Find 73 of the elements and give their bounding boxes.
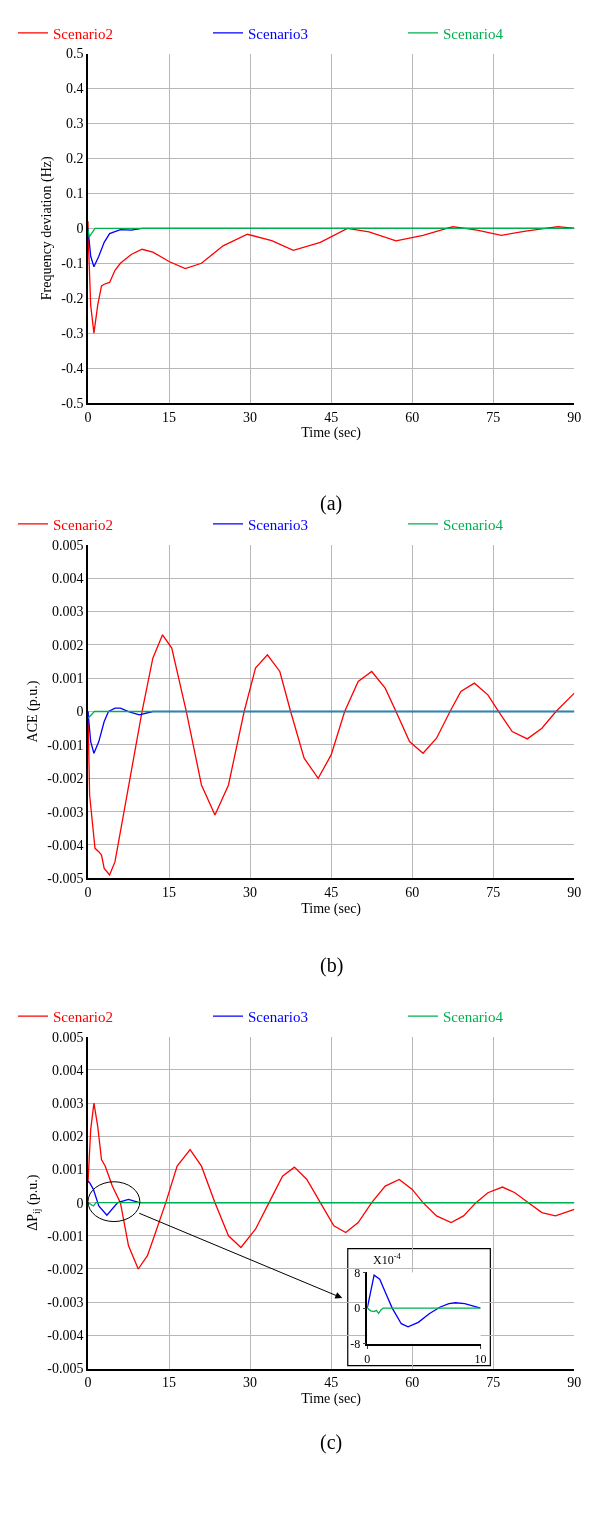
y-tick-label: -0.005 — [47, 871, 84, 887]
y-tick-label: 0.004 — [51, 570, 84, 586]
y-axis-title: ACE (p.u.) — [25, 680, 42, 743]
y-tick-label: -0.002 — [47, 1261, 84, 1277]
y-tick-label: -0.3 — [61, 326, 84, 342]
y-tick-label: 0.1 — [65, 186, 84, 202]
y-tick-label: 0.001 — [51, 671, 84, 687]
x-tick-label: 90 — [567, 884, 582, 900]
y-tick-label: 0.004 — [51, 1062, 84, 1078]
y-tick-label: -0.5 — [61, 395, 84, 411]
legend-label: Scenario4 — [443, 1008, 504, 1025]
y-tick-label: 0.003 — [51, 604, 84, 620]
y-tick-label: 0.5 — [65, 46, 84, 62]
y-tick-label: 0 — [354, 1301, 361, 1316]
x-tick-label: 60 — [405, 1375, 420, 1391]
y-tick-label: -8 — [350, 1336, 361, 1351]
text: (c) — [320, 1431, 343, 1454]
y-tick-label: -0.2 — [61, 291, 84, 307]
x-tick-label: 90 — [567, 409, 582, 425]
x-tick-label: 30 — [243, 884, 258, 900]
x-tick-label: 90 — [567, 1375, 582, 1391]
x-tick-label: 15 — [162, 409, 177, 425]
x-tick-label: 75 — [486, 884, 501, 900]
y-tick-label: -0.004 — [47, 837, 84, 853]
x-tick-label: 60 — [405, 884, 420, 900]
x-tick-label: 10 — [474, 1351, 487, 1366]
legend-label: Scenario2 — [53, 516, 113, 533]
y-tick-label: 0.003 — [51, 1096, 84, 1112]
legend-label: Scenario3 — [248, 25, 308, 42]
y-tick-label: 0 — [76, 704, 84, 720]
y-tick-label: -0.001 — [47, 737, 84, 753]
x-tick-label: 45 — [324, 409, 339, 425]
x-tick-label: 60 — [405, 409, 420, 425]
text: (b) — [320, 954, 344, 977]
y-tick-label: 0 — [76, 1195, 84, 1211]
x-tick-label: 30 — [243, 1375, 258, 1391]
x-tick-label: 45 — [324, 1375, 339, 1391]
x-tick-label: 15 — [162, 884, 177, 900]
x-tick-label: 30 — [243, 409, 258, 425]
y-tick-label: 8 — [354, 1265, 361, 1280]
x-tick-label: 45 — [324, 884, 339, 900]
y-tick-label: -0.003 — [47, 1295, 84, 1311]
y-tick-label: -0.003 — [47, 804, 84, 820]
y-tick-label: -0.005 — [47, 1361, 84, 1377]
y-tick-label: -0.004 — [47, 1328, 84, 1344]
legend-label: Scenario4 — [443, 516, 504, 533]
x-axis-title: Time (sec) — [301, 425, 362, 442]
text: (a) — [320, 492, 343, 515]
legend-label: Scenario2 — [53, 25, 113, 42]
x-tick-label: 15 — [162, 1375, 177, 1391]
y-tick-label: -0.4 — [61, 361, 84, 377]
y-tick-label: 0.4 — [65, 81, 84, 97]
x-tick-label: 75 — [486, 409, 501, 425]
y-tick-label: 0 — [76, 221, 84, 237]
y-tick-label: 0.005 — [51, 1029, 84, 1045]
y-tick-label: 0.001 — [51, 1162, 84, 1178]
y-tick-label: 0.3 — [65, 116, 84, 132]
legend-label: Scenario2 — [53, 1008, 113, 1025]
y-tick-label: 0.002 — [51, 1129, 84, 1145]
legend-label: Scenario3 — [248, 1008, 308, 1025]
legend-label: Scenario3 — [248, 516, 308, 533]
y-tick-label: 0.005 — [51, 537, 84, 553]
y-tick-label: -0.001 — [47, 1228, 84, 1244]
y-tick-label: -0.002 — [47, 771, 84, 787]
annotation: X10$^{-4}$ — [373, 1252, 402, 1268]
x-axis-title: Time (sec) — [301, 900, 362, 917]
y-tick-label: -0.1 — [61, 256, 84, 272]
y-tick-label: 0.2 — [65, 151, 84, 167]
legend-label: Scenario4 — [443, 25, 504, 42]
y-axis-title: Frequency deviation (Hz) — [39, 156, 56, 301]
x-tick-label: 75 — [486, 1375, 501, 1391]
y-tick-label: 0.002 — [51, 637, 84, 653]
x-axis-title: Time (sec) — [301, 1390, 362, 1407]
